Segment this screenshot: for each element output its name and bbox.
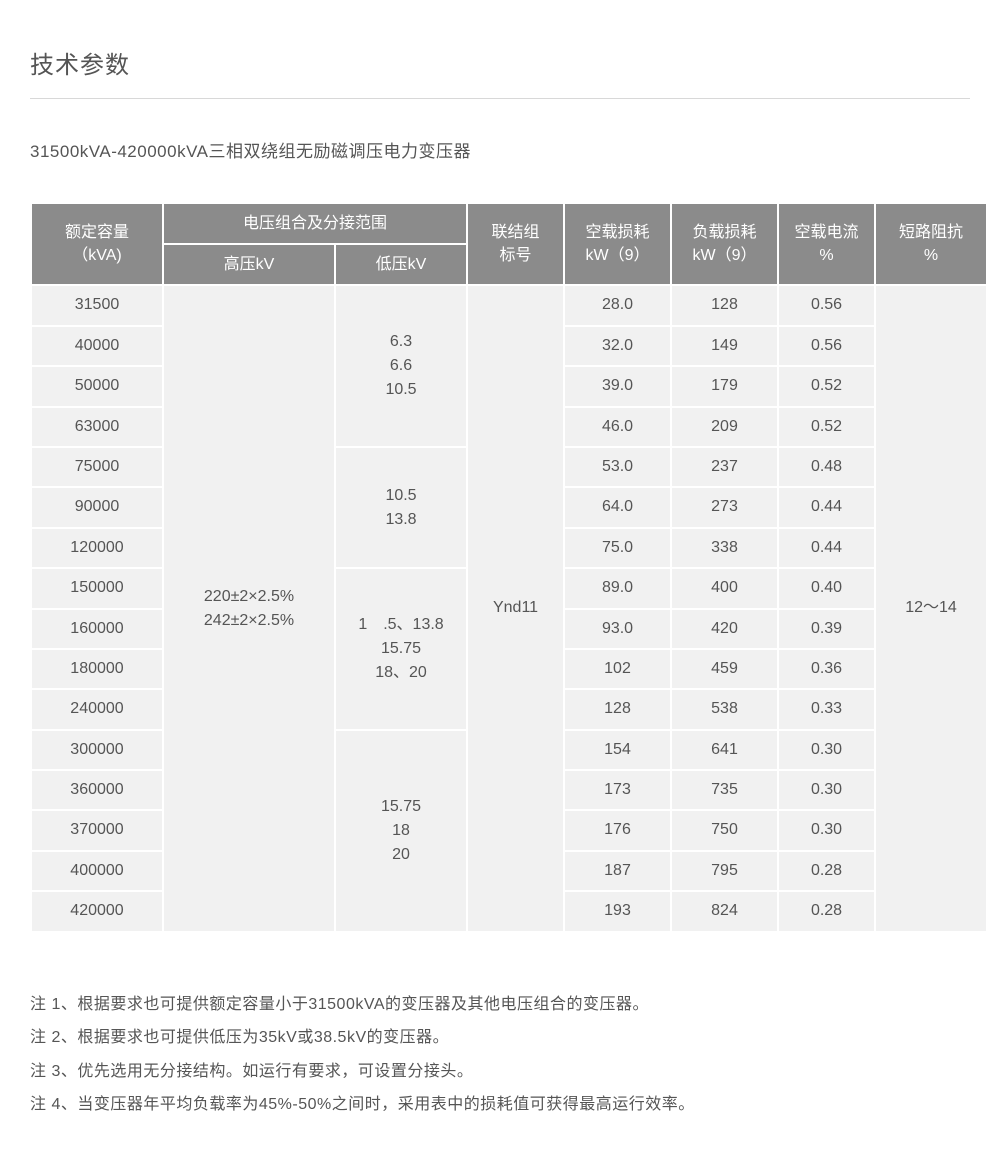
cell-capacity: 400000 bbox=[32, 852, 162, 890]
cell-capacity: 370000 bbox=[32, 811, 162, 849]
cell-noload: 46.0 bbox=[565, 408, 670, 446]
cell-idle: 0.44 bbox=[779, 488, 874, 526]
col-short-imp: 短路阻抗% bbox=[876, 204, 986, 284]
cell-capacity: 180000 bbox=[32, 650, 162, 688]
cell-load: 795 bbox=[672, 852, 777, 890]
col-noload: 空载损耗kW（9） bbox=[565, 204, 670, 284]
cell-noload: 75.0 bbox=[565, 529, 670, 567]
col-connect: 联结组标号 bbox=[468, 204, 563, 284]
cell-idle: 0.52 bbox=[779, 367, 874, 405]
cell-idle: 0.56 bbox=[779, 286, 874, 324]
cell-noload: 89.0 bbox=[565, 569, 670, 607]
cell-idle: 0.44 bbox=[779, 529, 874, 567]
cell-idle: 0.28 bbox=[779, 852, 874, 890]
cell-capacity: 50000 bbox=[32, 367, 162, 405]
cell-capacity: 75000 bbox=[32, 448, 162, 486]
cell-noload: 193 bbox=[565, 892, 670, 930]
cell-load: 149 bbox=[672, 327, 777, 365]
cell-capacity: 90000 bbox=[32, 488, 162, 526]
cell-idle: 0.48 bbox=[779, 448, 874, 486]
col-load: 负载损耗kW（9） bbox=[672, 204, 777, 284]
cell-capacity: 420000 bbox=[32, 892, 162, 930]
table-row: 31500220±2×2.5%242±2×2.5%6.36.610.5Ynd11… bbox=[32, 286, 986, 324]
cell-load: 400 bbox=[672, 569, 777, 607]
cell-connect: Ynd11 bbox=[468, 286, 563, 930]
cell-idle: 0.30 bbox=[779, 771, 874, 809]
spec-table: 额定容量（kVA) 电压组合及分接范围 联结组标号 空载损耗kW（9） 负载损耗… bbox=[30, 202, 988, 933]
cell-capacity: 63000 bbox=[32, 408, 162, 446]
cell-idle: 0.39 bbox=[779, 610, 874, 648]
cell-noload: 28.0 bbox=[565, 286, 670, 324]
cell-load: 209 bbox=[672, 408, 777, 446]
cell-noload: 53.0 bbox=[565, 448, 670, 486]
col-hv: 高压kV bbox=[164, 245, 334, 284]
cell-noload: 102 bbox=[565, 650, 670, 688]
cell-noload: 154 bbox=[565, 731, 670, 769]
cell-lv: 10.513.8 bbox=[336, 448, 466, 567]
cell-noload: 128 bbox=[565, 690, 670, 728]
cell-idle: 0.40 bbox=[779, 569, 874, 607]
cell-load: 273 bbox=[672, 488, 777, 526]
notes: 注 1、根据要求也可提供额定容量小于31500kVA的变压器及其他电压组合的变压… bbox=[30, 988, 970, 1122]
cell-noload: 64.0 bbox=[565, 488, 670, 526]
subtitle: 31500kVA-420000kVA三相双绕组无励磁调压电力变压器 bbox=[30, 137, 970, 162]
col-voltage-group: 电压组合及分接范围 bbox=[164, 204, 466, 243]
cell-load: 538 bbox=[672, 690, 777, 728]
cell-lv: 15.751820 bbox=[336, 731, 466, 931]
cell-load: 824 bbox=[672, 892, 777, 930]
page-title: 技术参数 bbox=[30, 45, 970, 99]
cell-capacity: 31500 bbox=[32, 286, 162, 324]
cell-noload: 176 bbox=[565, 811, 670, 849]
cell-idle: 0.30 bbox=[779, 811, 874, 849]
cell-load: 338 bbox=[672, 529, 777, 567]
cell-capacity: 300000 bbox=[32, 731, 162, 769]
cell-noload: 93.0 bbox=[565, 610, 670, 648]
cell-idle: 0.36 bbox=[779, 650, 874, 688]
cell-capacity: 160000 bbox=[32, 610, 162, 648]
cell-load: 641 bbox=[672, 731, 777, 769]
cell-load: 459 bbox=[672, 650, 777, 688]
cell-noload: 39.0 bbox=[565, 367, 670, 405]
cell-load: 237 bbox=[672, 448, 777, 486]
col-capacity: 额定容量（kVA) bbox=[32, 204, 162, 284]
cell-lv: 1 .5、13.815.7518、20 bbox=[336, 569, 466, 729]
cell-lv: 6.36.610.5 bbox=[336, 286, 466, 446]
cell-noload: 32.0 bbox=[565, 327, 670, 365]
cell-noload: 187 bbox=[565, 852, 670, 890]
cell-capacity: 240000 bbox=[32, 690, 162, 728]
note-line: 注 1、根据要求也可提供额定容量小于31500kVA的变压器及其他电压组合的变压… bbox=[30, 988, 970, 1022]
note-line: 注 2、根据要求也可提供低压为35kV或38.5kV的变压器。 bbox=[30, 1021, 970, 1055]
cell-idle: 0.28 bbox=[779, 892, 874, 930]
cell-load: 420 bbox=[672, 610, 777, 648]
cell-capacity: 360000 bbox=[32, 771, 162, 809]
cell-idle: 0.33 bbox=[779, 690, 874, 728]
cell-load: 735 bbox=[672, 771, 777, 809]
cell-idle: 0.56 bbox=[779, 327, 874, 365]
note-line: 注 3、优先选用无分接结构。如运行有要求，可设置分接头。 bbox=[30, 1055, 970, 1089]
cell-capacity: 120000 bbox=[32, 529, 162, 567]
cell-idle: 0.30 bbox=[779, 731, 874, 769]
cell-load: 750 bbox=[672, 811, 777, 849]
note-line: 注 4、当变压器年平均负载率为45%-50%之间时，采用表中的损耗值可获得最高运… bbox=[30, 1088, 970, 1122]
cell-capacity: 150000 bbox=[32, 569, 162, 607]
cell-short-imp: 12～14 bbox=[876, 286, 986, 930]
cell-load: 179 bbox=[672, 367, 777, 405]
col-idle-current: 空载电流% bbox=[779, 204, 874, 284]
col-lv: 低压kV bbox=[336, 245, 466, 284]
cell-capacity: 40000 bbox=[32, 327, 162, 365]
cell-load: 128 bbox=[672, 286, 777, 324]
cell-hv: 220±2×2.5%242±2×2.5% bbox=[164, 286, 334, 930]
cell-idle: 0.52 bbox=[779, 408, 874, 446]
cell-noload: 173 bbox=[565, 771, 670, 809]
